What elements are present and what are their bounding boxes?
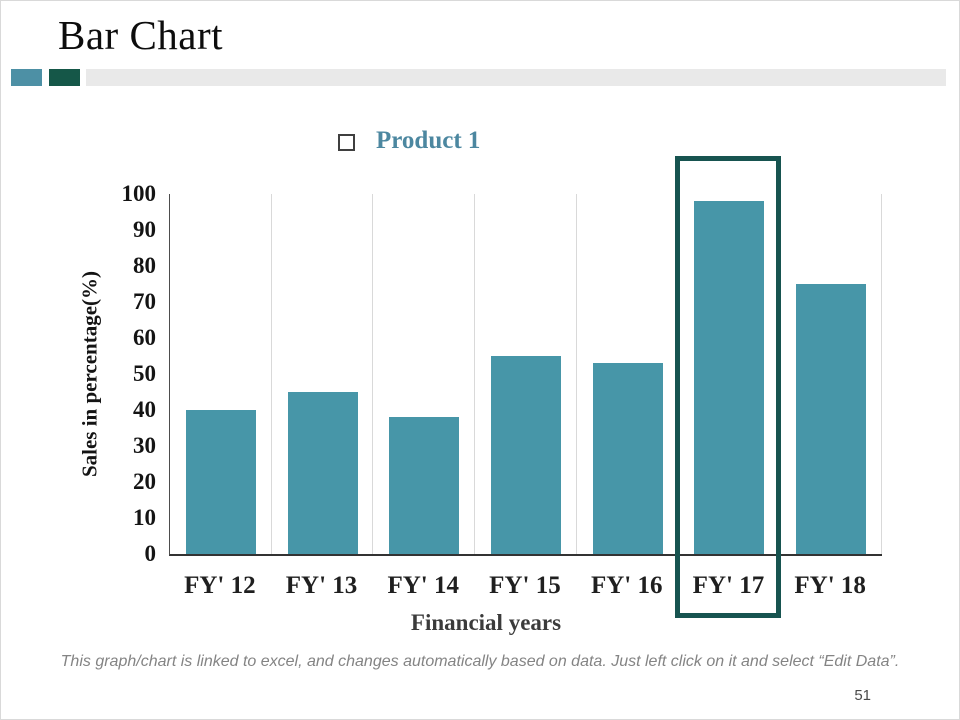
y-tick-label: 60	[133, 325, 156, 350]
gridline	[575, 194, 577, 554]
y-tick-label: 50	[133, 361, 156, 386]
footer-note: This graph/chart is linked to excel, and…	[60, 653, 900, 670]
x-tick-label: FY' 14	[387, 572, 459, 599]
x-tick-label: FY' 17	[692, 572, 765, 599]
x-tick-label: FY' 12	[184, 572, 256, 599]
slide-title: Bar Chart	[58, 12, 224, 58]
decoration-divider-bar	[86, 69, 946, 86]
plot-area[interactable]	[169, 194, 882, 556]
bar-fy15[interactable]	[491, 356, 561, 554]
bar-fy14[interactable]	[389, 417, 460, 554]
gridline	[779, 194, 781, 554]
x-axis-title: Financial years	[410, 610, 562, 635]
x-tick-label: FY' 15	[489, 572, 561, 599]
bar-fy13[interactable]	[287, 392, 358, 554]
y-tick-label: 0	[144, 541, 157, 566]
gridline	[372, 194, 374, 554]
y-tick-label: 20	[133, 469, 156, 494]
y-tick-label: 80	[133, 253, 156, 278]
gridline	[881, 194, 882, 554]
chart-legend[interactable]: Product 1	[338, 127, 480, 155]
gridline	[677, 194, 679, 554]
hollow-square-bullet-icon	[338, 134, 355, 151]
decoration-square-teal	[11, 69, 42, 86]
bar-fy12[interactable]	[185, 410, 256, 554]
y-tick-label: 30	[133, 433, 156, 458]
y-tick-label: 70	[133, 289, 156, 314]
decoration-square-green	[49, 69, 80, 86]
x-tick-label: FY' 13	[285, 572, 358, 599]
legend-label: Product 1	[376, 127, 481, 154]
y-tick-label: 100	[121, 181, 157, 206]
bar-fy18[interactable]	[796, 284, 867, 554]
x-tick-label: FY' 16	[590, 572, 663, 599]
x-tick-label: FY' 18	[794, 572, 866, 599]
y-tick-label: 40	[133, 397, 156, 422]
bar-fy16[interactable]	[592, 363, 663, 554]
y-tick-label: 10	[133, 505, 156, 530]
y-tick-label: 90	[133, 217, 156, 242]
gridline	[270, 194, 272, 554]
page-number: 51	[854, 687, 871, 704]
bar-fy17[interactable]	[694, 201, 765, 554]
gridline	[474, 194, 476, 554]
